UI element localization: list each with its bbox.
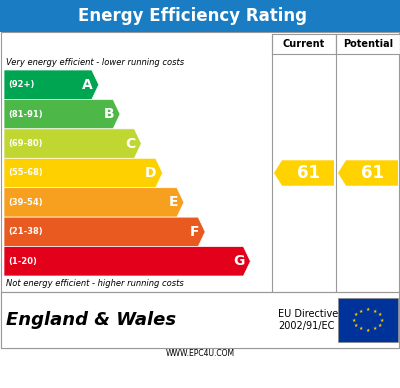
Text: C: C: [125, 137, 135, 151]
Polygon shape: [4, 70, 99, 99]
Text: Current: Current: [283, 39, 325, 49]
Polygon shape: [4, 129, 141, 158]
Text: F: F: [190, 225, 199, 239]
Text: ★: ★: [352, 317, 356, 322]
Text: (39-54): (39-54): [8, 198, 43, 207]
Polygon shape: [4, 158, 163, 188]
Bar: [1, 292, 399, 348]
Text: B: B: [104, 107, 114, 121]
Text: ★: ★: [354, 323, 358, 327]
Polygon shape: [4, 246, 250, 276]
Text: ★: ★: [366, 328, 370, 333]
Polygon shape: [338, 160, 398, 186]
Text: ★: ★: [354, 312, 358, 317]
Text: A: A: [82, 78, 93, 92]
Text: 61: 61: [296, 164, 320, 182]
Text: Very energy efficient - lower running costs: Very energy efficient - lower running co…: [6, 58, 184, 67]
Polygon shape: [4, 188, 184, 217]
Text: Potential: Potential: [343, 39, 393, 49]
Bar: [1, 32, 399, 348]
Text: D: D: [145, 166, 157, 180]
Bar: [336, 34, 400, 54]
Bar: [0, 0, 400, 32]
Polygon shape: [274, 160, 334, 186]
Text: (92+): (92+): [8, 80, 34, 89]
Text: WWW.EPC4U.COM: WWW.EPC4U.COM: [166, 350, 234, 359]
Text: ★: ★: [359, 326, 363, 331]
Bar: [338, 298, 398, 342]
Text: ★: ★: [359, 308, 363, 314]
Text: (21-38): (21-38): [8, 227, 43, 236]
Text: E: E: [168, 196, 178, 210]
Bar: [272, 34, 336, 54]
Text: ★: ★: [366, 307, 370, 312]
Text: ★: ★: [373, 308, 377, 314]
Text: (55-68): (55-68): [8, 168, 43, 177]
Text: ★: ★: [373, 326, 377, 331]
Polygon shape: [4, 99, 120, 129]
Text: EU Directive
2002/91/EC: EU Directive 2002/91/EC: [278, 309, 338, 331]
Text: Not energy efficient - higher running costs: Not energy efficient - higher running co…: [6, 279, 184, 288]
Polygon shape: [4, 217, 205, 246]
Text: ★: ★: [380, 317, 384, 322]
Text: (81-91): (81-91): [8, 110, 43, 119]
Text: 61: 61: [360, 164, 384, 182]
Text: G: G: [233, 254, 244, 268]
Text: ★: ★: [378, 323, 382, 327]
Text: (1-20): (1-20): [8, 257, 37, 266]
Text: (69-80): (69-80): [8, 139, 42, 148]
Text: England & Wales: England & Wales: [6, 311, 176, 329]
Text: ★: ★: [378, 312, 382, 317]
Text: Energy Efficiency Rating: Energy Efficiency Rating: [78, 7, 306, 25]
